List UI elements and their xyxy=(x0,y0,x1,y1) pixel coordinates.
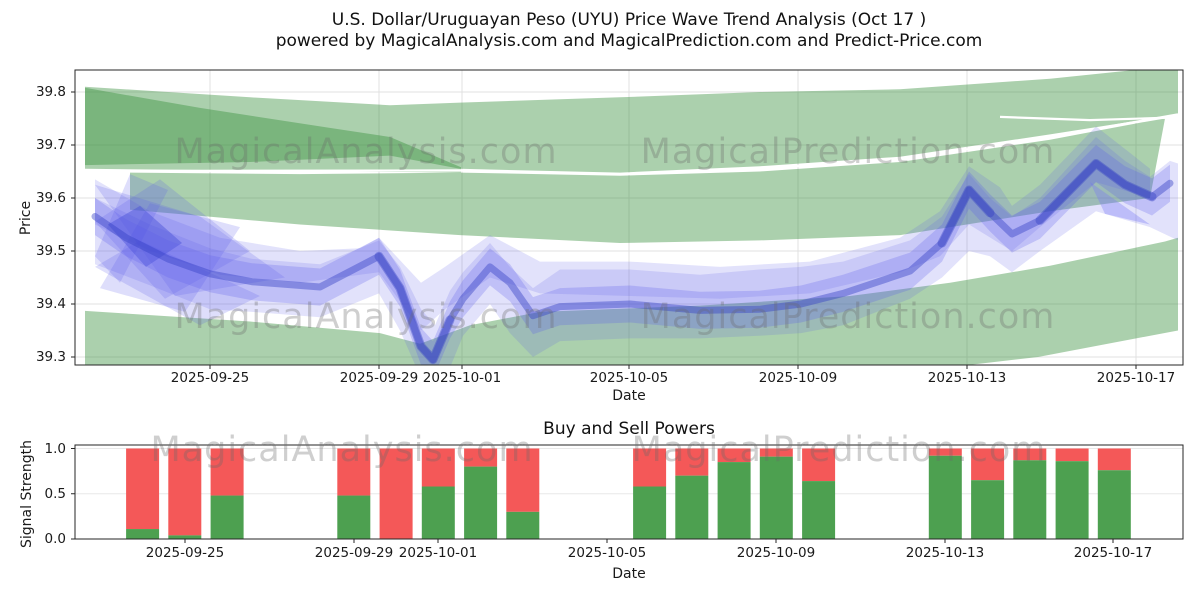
sell-power-bar xyxy=(802,448,836,482)
blue-envelope-band xyxy=(95,137,1178,365)
figure-title-line1: U.S. Dollar/Uruguayan Peso (UYU) Price W… xyxy=(331,10,927,30)
price-ytick-label: 39.6 xyxy=(35,190,66,206)
blue-cluster-quad-3 xyxy=(100,203,240,312)
buy-power-bar xyxy=(759,456,793,539)
power-axis-xlabel: Date xyxy=(612,566,646,582)
sell-power-bar xyxy=(1013,448,1047,461)
price-xtick-label: 2025-09-25 xyxy=(170,370,250,386)
white-separator-0 xyxy=(129,113,1179,176)
price-xtick-label: 2025-10-05 xyxy=(589,370,669,386)
price-ytick-label: 39.8 xyxy=(35,84,66,100)
price-wave-dark-line xyxy=(91,160,1174,364)
price-ytick-label: 39.4 xyxy=(35,296,66,312)
figure-title-line2: powered by MagicalAnalysis.com and Magic… xyxy=(275,31,983,52)
power-ytick-label: 0.0 xyxy=(44,531,66,547)
buy-power-bar xyxy=(1097,470,1131,539)
price-axis-xlabel: Date xyxy=(612,388,646,404)
blue-cluster-quad-0 xyxy=(95,174,168,283)
power-xtick-label: 2025-10-13 xyxy=(905,545,985,561)
sell-power-bar xyxy=(421,448,455,487)
power-xtick-label: 2025-10-05 xyxy=(567,545,647,561)
sell-power-bar xyxy=(379,448,413,539)
price-wave-dark-overlay-1 xyxy=(937,185,995,248)
blue-cluster-core xyxy=(108,205,182,267)
power-xtick-label: 2025-10-01 xyxy=(398,545,478,561)
price-xtick-label: 2025-10-01 xyxy=(422,370,502,386)
sell-power-bar xyxy=(633,448,667,487)
buy-power-bar xyxy=(928,455,962,539)
buy-power-bar xyxy=(633,486,667,539)
buy-power-bar xyxy=(971,480,1005,539)
white-separator-1 xyxy=(999,115,1179,122)
buy-power-bar xyxy=(421,486,455,539)
price-wave-dark-overlay-0 xyxy=(374,251,455,365)
blue-halo-band xyxy=(95,126,1150,331)
sell-power-bar xyxy=(168,448,202,536)
sell-power-bar xyxy=(928,448,962,456)
sell-power-bar xyxy=(464,448,498,467)
green-zone-0 xyxy=(85,70,1178,173)
buy-power-bar xyxy=(1013,460,1047,539)
price-xtick-label: 2025-10-09 xyxy=(758,370,838,386)
green-zone-3 xyxy=(85,237,1178,365)
price-xtick-label: 2025-10-17 xyxy=(1096,370,1176,386)
buy-power-bar xyxy=(126,529,160,539)
sell-power-bar xyxy=(675,448,709,476)
buy-power-bar xyxy=(506,511,540,539)
price-xtick-label: 2025-10-13 xyxy=(927,370,1007,386)
green-zone-2 xyxy=(130,118,1165,243)
buy-power-bar xyxy=(1055,461,1089,539)
price-ytick-label: 39.5 xyxy=(35,243,66,259)
blue-inner-band xyxy=(95,145,1170,365)
price-ytick-label: 39.3 xyxy=(35,349,66,365)
buy-power-bar xyxy=(675,475,709,539)
buy-power-bar xyxy=(802,481,836,539)
buy-power-bar xyxy=(168,535,202,539)
sell-power-bar xyxy=(759,448,793,457)
sell-power-bar xyxy=(1097,448,1131,471)
price-plot-shapes xyxy=(85,70,1179,365)
power-ytick-label: 1.0 xyxy=(44,440,66,457)
sell-power-bar xyxy=(506,448,540,512)
blue-cluster-quad-2 xyxy=(95,184,285,296)
buy-power-bar xyxy=(464,466,498,539)
power-xtick-label: 2025-09-29 xyxy=(314,545,394,561)
buy-power-bar xyxy=(717,462,751,539)
figure-title: U.S. Dollar/Uruguayan Peso (UYU) Price W… xyxy=(75,10,1183,53)
blue-right-spike xyxy=(1090,182,1150,225)
power-xtick-label: 2025-10-17 xyxy=(1073,545,1153,561)
sell-power-bar xyxy=(1055,448,1089,462)
sell-power-bar xyxy=(971,448,1005,481)
power-xtick-label: 2025-09-25 xyxy=(145,545,225,561)
buy-power-bar xyxy=(337,495,371,539)
sell-power-bar xyxy=(717,448,751,463)
green-zone-1 xyxy=(85,87,461,173)
sell-power-bar xyxy=(126,448,160,530)
buy-power-bar xyxy=(210,495,244,539)
price-xtick-label: 2025-09-29 xyxy=(339,370,419,386)
sell-power-bar xyxy=(337,448,371,496)
price-wave-dark-overlay-2 xyxy=(1035,159,1157,225)
power-plot-border xyxy=(74,444,1184,540)
power-chart-title: Buy and Sell Powers xyxy=(543,419,715,439)
price-ytick-label: 39.7 xyxy=(35,137,66,153)
power-ytick-label: 0.5 xyxy=(44,485,66,502)
sell-power-bar xyxy=(210,448,244,496)
blue-cluster-quad-1 xyxy=(95,179,250,299)
blue-cluster-quad-4 xyxy=(95,240,260,326)
power-xtick-label: 2025-10-09 xyxy=(736,545,816,561)
